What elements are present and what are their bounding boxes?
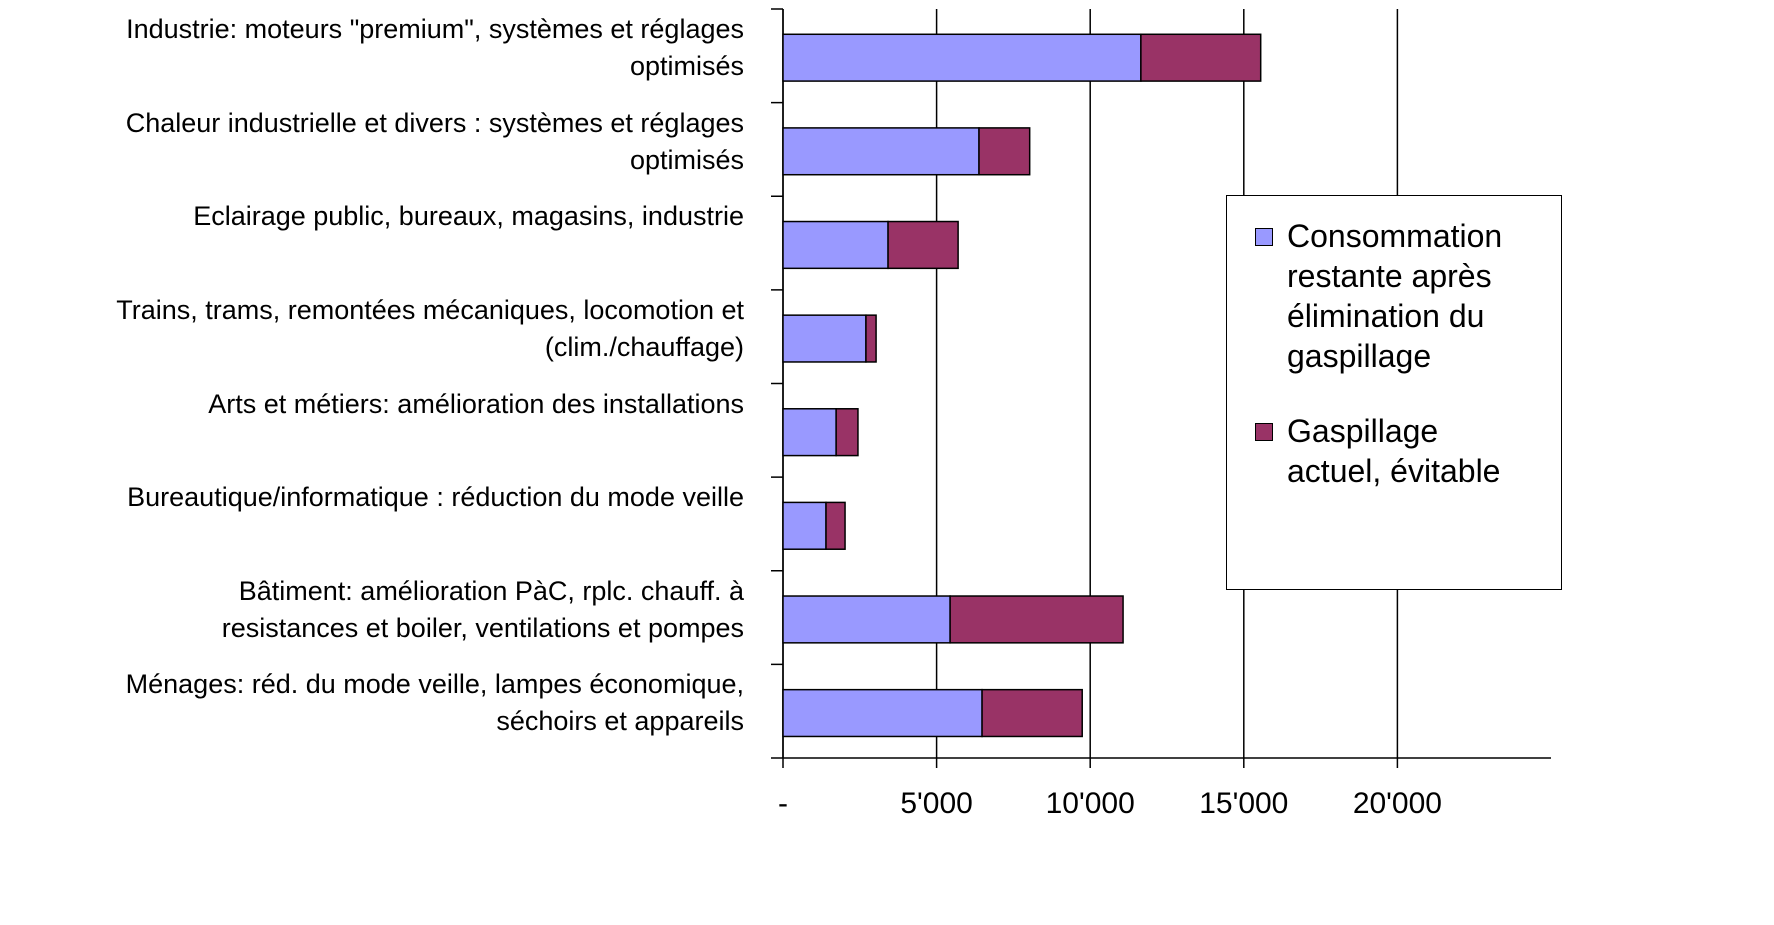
category-label: Industrie: moteurs "premium", systèmes e…	[126, 14, 744, 81]
bar-segment	[782, 220, 889, 270]
category-label: Arts et métiers: amélioration des instal…	[208, 388, 744, 419]
bar-segment	[782, 688, 983, 738]
legend-label: Consommation restante après élimination …	[1287, 218, 1503, 374]
x-tick-label: 5'000	[900, 787, 972, 820]
bar-segment	[981, 688, 1083, 738]
x-tick-label: 10'000	[1046, 787, 1135, 820]
bar-segment	[978, 127, 1031, 176]
category-label: Bureautique/informatique : réduction du …	[127, 482, 744, 513]
bar-segment	[835, 408, 859, 457]
category-label: Trains, trams, remontées mécaniques, loc…	[116, 294, 744, 362]
x-tick-label: 20'000	[1353, 787, 1442, 820]
legend-swatch	[1255, 423, 1273, 441]
bar-segment	[1140, 33, 1262, 82]
bar-segment	[782, 408, 837, 457]
legend-swatch	[1255, 228, 1273, 246]
bar-segment	[782, 127, 980, 176]
category-label: Chaleur industrielle et divers : système…	[125, 107, 744, 175]
x-tick-label: -	[778, 787, 788, 820]
bar-segment	[782, 501, 827, 550]
bar-segment	[949, 595, 1124, 644]
bar-segment	[887, 220, 959, 270]
legend-label: Gaspillage actuel, évitable	[1287, 413, 1501, 489]
bar-segment	[782, 33, 1142, 82]
bar-segment	[782, 595, 951, 644]
bar-segment	[865, 314, 877, 363]
legend-item: Gaspillage actuel, évitable	[1255, 411, 1500, 491]
bar-segment	[782, 314, 867, 363]
category-label: Ménages: réd. du mode veille, lampes éco…	[125, 669, 744, 737]
x-tick-label: 15'000	[1199, 787, 1288, 820]
bar-segment	[825, 501, 846, 550]
category-label: Eclairage public, bureaux, magasins, ind…	[193, 201, 744, 232]
category-label: Bâtiment: amélioration PàC, rplc. chauff…	[221, 575, 744, 643]
legend-item: Consommation restante après élimination …	[1255, 216, 1502, 376]
legend: Consommation restante après élimination …	[1226, 195, 1562, 590]
